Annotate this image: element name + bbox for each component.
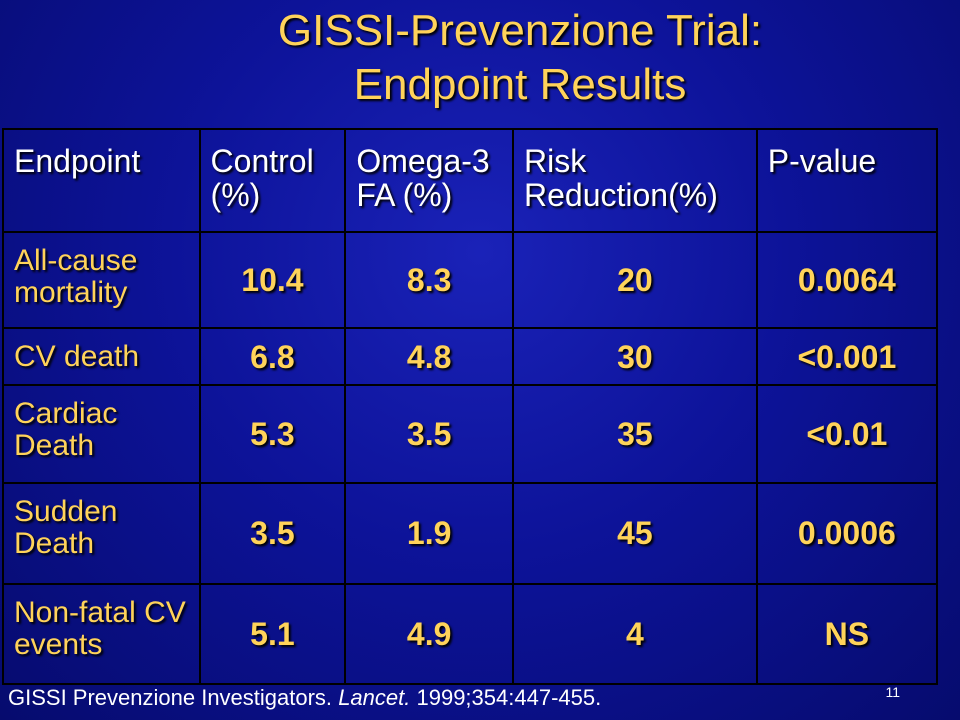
- cell-endpoint: Non-fatal CV events: [2, 582, 201, 686]
- cell-control: 10.4: [198, 231, 347, 330]
- cell-endpoint: All-cause mortality: [2, 231, 201, 330]
- cell-omega3: 3.5: [344, 384, 514, 484]
- table-row: All-cause mortality 10.4 8.3 20 0.0064: [2, 231, 939, 330]
- cell-omega3: 4.9: [344, 582, 514, 686]
- table-row: CV death 6.8 4.8 30 <0.001: [2, 327, 939, 387]
- footnote-journal: Lancet.: [338, 685, 411, 710]
- cell-p-value: <0.01: [755, 384, 939, 484]
- cell-omega3: 8.3: [344, 231, 514, 330]
- citation-footnote: GISSI Prevenzione Investigators. Lancet.…: [8, 684, 601, 712]
- cell-endpoint: CV death: [2, 327, 201, 387]
- cell-p-value: <0.001: [755, 327, 939, 387]
- header-risk-reduction: Risk Reduction(%): [512, 127, 758, 234]
- header-endpoint: Endpoint: [2, 127, 201, 234]
- footnote-authors: GISSI Prevenzione Investigators.: [8, 685, 333, 710]
- cell-omega3: 1.9: [344, 481, 514, 585]
- cell-p-value: 0.0006: [755, 481, 939, 585]
- header-p-value: P-value: [755, 127, 939, 234]
- cell-risk-reduction: 20: [512, 231, 758, 330]
- cell-control: 5.1: [198, 582, 347, 686]
- cell-p-value: NS: [755, 582, 939, 686]
- cell-endpoint: Sudden Death: [2, 481, 201, 585]
- cell-control: 6.8: [198, 327, 347, 387]
- cell-risk-reduction: 30: [512, 327, 758, 387]
- endpoint-results-table: Endpoint Control (%) Omega-3 FA (%) Risk…: [2, 127, 939, 686]
- cell-risk-reduction: 35: [512, 384, 758, 484]
- table-header-row: Endpoint Control (%) Omega-3 FA (%) Risk…: [2, 127, 939, 234]
- table-row: Non-fatal CV events 5.1 4.9 4 NS: [2, 582, 939, 686]
- cell-control: 5.3: [198, 384, 347, 484]
- cell-omega3: 4.8: [344, 327, 514, 387]
- cell-p-value: 0.0064: [755, 231, 939, 330]
- cell-control: 3.5: [198, 481, 347, 585]
- footnote-citation: 1999;354:447-455.: [416, 685, 602, 710]
- slide-number: 11: [885, 684, 900, 700]
- cell-risk-reduction: 45: [512, 481, 758, 585]
- slide-title: GISSI-Prevenzione Trial: Endpoint Result…: [160, 4, 880, 112]
- cell-endpoint: Cardiac Death: [2, 384, 201, 484]
- header-control: Control (%): [198, 127, 347, 234]
- table-row: Cardiac Death 5.3 3.5 35 <0.01: [2, 384, 939, 484]
- header-omega3: Omega-3 FA (%): [344, 127, 514, 234]
- title-line-1: GISSI-Prevenzione Trial:: [277, 6, 763, 55]
- table-row: Sudden Death 3.5 1.9 45 0.0006: [2, 481, 939, 585]
- cell-risk-reduction: 4: [512, 582, 758, 686]
- title-line-2: Endpoint Results: [353, 60, 687, 109]
